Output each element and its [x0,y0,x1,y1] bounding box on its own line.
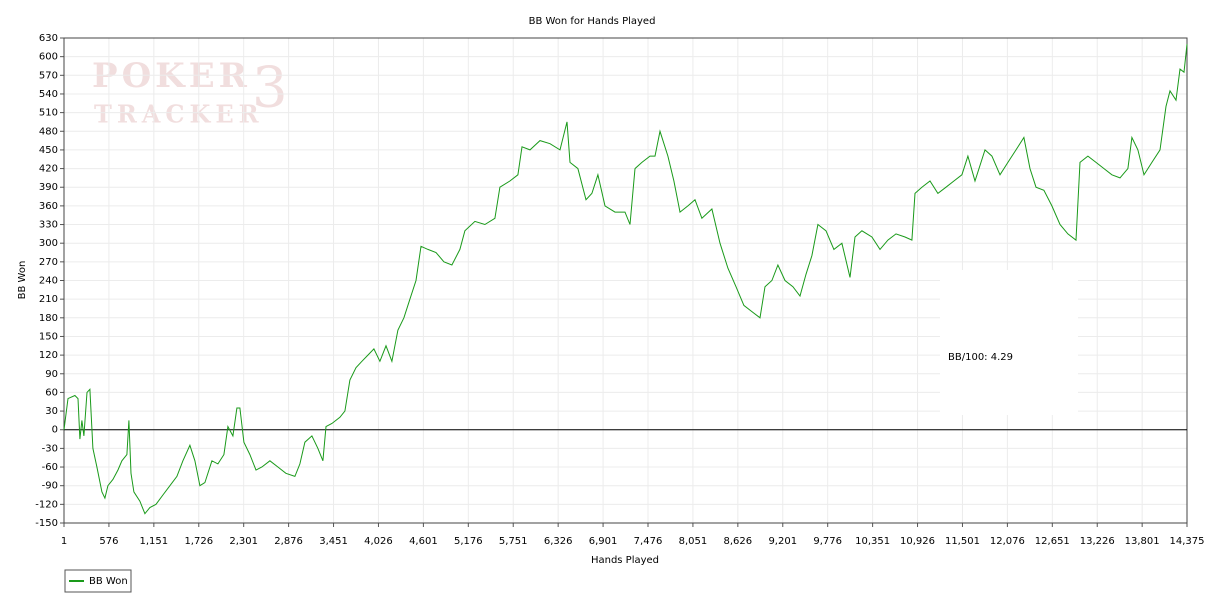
x-tick-label: 1,726 [184,536,213,547]
y-tick-label: 480 [39,126,58,137]
x-tick-label: 1,151 [140,536,169,547]
y-tick-label: -30 [42,443,58,454]
plot-frame [63,37,1188,524]
x-tick-label: 6,326 [544,536,573,547]
y-tick-label: 210 [39,294,58,305]
x-axis-label: Hands Played [591,555,659,566]
y-tick-label: 360 [39,201,58,212]
y-tick-label: 150 [39,331,58,342]
y-tick-label: 600 [39,52,58,63]
x-tick-label: 4,026 [364,536,393,547]
x-tick-label: 4,601 [409,536,438,547]
y-tick-label: 240 [39,276,58,287]
x-tick-label: 10,926 [900,536,935,547]
x-tick-label: 6,901 [589,536,618,547]
y-tick-label: -120 [35,499,58,510]
y-tick-label: 540 [39,89,58,100]
annotation: BB/100: 4.29 [948,352,1013,363]
y-tick-label: 60 [45,387,58,398]
y-tick-label: 0 [52,425,58,436]
x-tick-label: 14,375 [1170,536,1205,547]
x-tick-label: 576 [99,536,118,547]
x-tick-label: 13,801 [1125,536,1160,547]
x-tick-label: 9,201 [768,536,797,547]
watermark-number: 3 [252,56,288,121]
y-tick-label: 180 [39,313,58,324]
x-tick-label: 3,451 [319,536,348,547]
x-tick-label: 12,076 [990,536,1025,547]
watermark-tracker: TRACKER [94,100,264,129]
y-tick-label: 510 [39,108,58,119]
x-tick-label: 13,226 [1080,536,1115,547]
y-tick-label: 570 [39,70,58,81]
legend-box [64,569,132,593]
x-tick-label: 7,476 [634,536,663,547]
x-tick-label: 2,876 [274,536,303,547]
y-tick-label: -150 [35,518,58,529]
y-tick-label: 330 [39,220,58,231]
x-tick-label: 8,626 [724,536,753,547]
x-tick-label: 12,651 [1035,536,1070,547]
x-tick-label: 5,751 [499,536,528,547]
x-tick-label: 1 [61,536,67,547]
y-tick-label: 90 [45,369,58,380]
chart-title: BB Won for Hands Played [529,16,656,27]
x-tick-label: 11,501 [945,536,980,547]
y-tick-label: 120 [39,350,58,361]
y-tick-label: 450 [39,145,58,156]
annotation-box [940,270,1078,415]
y-tick-label: 390 [39,182,58,193]
x-tick-label: 5,176 [454,536,483,547]
x-tick-label: 8,051 [679,536,708,547]
x-tick-label: 9,776 [813,536,842,547]
y-tick-label: 630 [39,33,58,44]
x-tick-label: 2,301 [229,536,258,547]
y-tick-label: 30 [45,406,58,417]
y-tick-label: 420 [39,164,58,175]
y-tick-label: 270 [39,257,58,268]
x-tick-label: 10,351 [855,536,890,547]
y-axis-label: BB Won [17,261,28,300]
data-line [63,44,1188,515]
y-tick-label: -60 [42,462,58,473]
y-tick-label: 300 [39,238,58,249]
watermark-poker: POKER [92,56,251,96]
y-tick-label: -90 [42,481,58,492]
legend-label: BB Won [89,576,128,587]
